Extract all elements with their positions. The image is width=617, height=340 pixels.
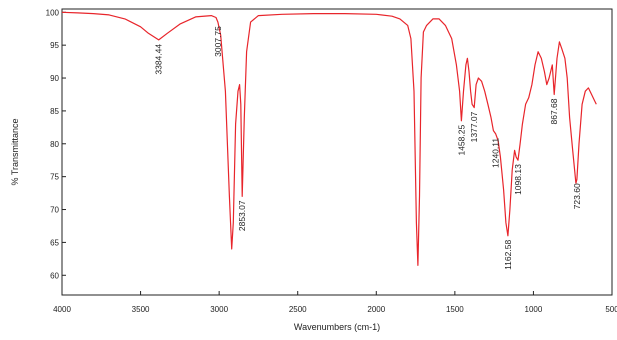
y-axis-title: % Transmittance: [10, 118, 20, 185]
peak-label: 1098.13: [513, 164, 523, 195]
x-tick-label: 1500: [446, 305, 464, 314]
spectrum-line: [61, 11, 597, 266]
x-tick-label: 1000: [525, 305, 543, 314]
x-tick-label: 3500: [132, 305, 150, 314]
x-tick-label: 2500: [289, 305, 307, 314]
x-tick-label: 2000: [367, 305, 385, 314]
x-tick-label: 4000: [53, 305, 71, 314]
peak-label: 723.60: [572, 183, 582, 209]
x-axis-title: Wavenumbers (cm-1): [294, 322, 380, 332]
x-tick-label: 3000: [210, 305, 228, 314]
y-tick-label: 80: [50, 140, 59, 149]
peak-label: 867.68: [549, 98, 559, 124]
x-tick-label: 500: [605, 305, 617, 314]
plot-area: [61, 8, 613, 296]
y-tick-label: 75: [50, 173, 59, 182]
peak-label: 1240.11: [491, 138, 501, 168]
peak-label: 1377.07: [469, 111, 479, 142]
y-tick-label: 100: [46, 8, 60, 17]
y-tick-label: 60: [50, 271, 59, 280]
peak-label: 3007.75: [213, 26, 223, 57]
y-tick-label: 70: [50, 206, 59, 215]
y-tick-label: 95: [50, 41, 59, 50]
peak-label: 1162.58: [503, 240, 513, 270]
peak-label: 3384.44: [154, 44, 164, 75]
series-group: [61, 11, 597, 266]
y-tick-label: 85: [50, 107, 59, 116]
peak-annotations: 3384.44 3007.75 2853.07 1458.25 1377.07 1240.…: [154, 26, 582, 270]
peak-label: 2853.07: [237, 200, 247, 231]
plot-frame: [61, 8, 613, 296]
y-tick-label: 90: [50, 74, 59, 83]
y-tick-label: 65: [50, 238, 59, 247]
peak-label: 1458.25: [456, 125, 466, 156]
x-axis-ticks: 4000 3500 3000 2500 2000 1500 1000 500: [53, 291, 617, 314]
y-axis-ticks: 100 95 90 85 80 75 70 65 60: [46, 8, 66, 280]
